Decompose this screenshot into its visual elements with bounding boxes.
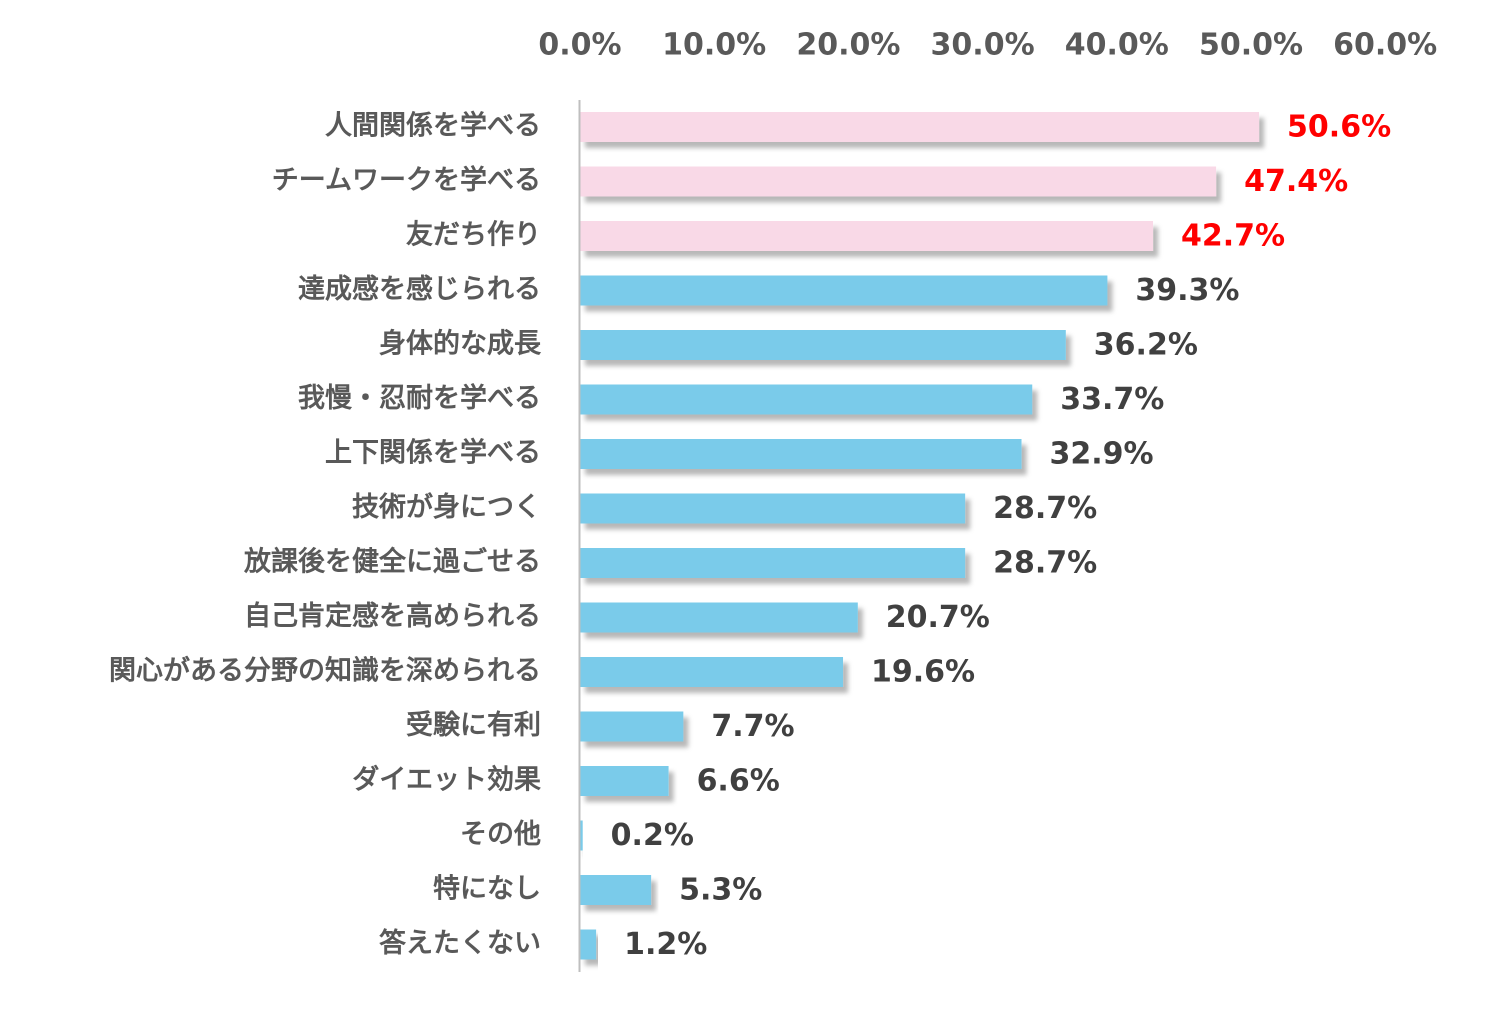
category-label: 技術が身につく	[352, 491, 541, 523]
value-label: 42.7%	[1181, 219, 1285, 254]
x-tick-label: 20.0%	[796, 28, 900, 63]
bar	[580, 602, 858, 633]
category-label: 受験に有利	[406, 709, 541, 741]
value-label: 47.4%	[1244, 164, 1348, 199]
value-label: 5.3%	[679, 873, 762, 908]
value-label: 33.7%	[1060, 382, 1164, 417]
category-label: 達成感を感じられる	[298, 273, 541, 305]
bar	[580, 929, 597, 960]
x-tick-label: 50.0%	[1199, 28, 1303, 63]
category-label: 身体的な成長	[379, 328, 542, 360]
bar	[580, 875, 652, 905]
bar	[580, 384, 1033, 415]
value-label: 28.7%	[993, 546, 1097, 581]
value-label: 1.2%	[624, 927, 707, 962]
category-label: 放課後を健全に過ごせる	[243, 546, 541, 578]
bar	[580, 493, 966, 524]
bar	[580, 766, 669, 796]
category-label: 特になし	[433, 874, 541, 905]
bar	[580, 548, 966, 578]
bar	[580, 275, 1108, 306]
bar	[580, 330, 1066, 360]
bar	[580, 657, 844, 687]
value-label: 6.6%	[697, 764, 780, 799]
value-label: 7.7%	[711, 709, 794, 744]
category-label: 答えたくない	[379, 927, 541, 959]
category-label: 関心がある分野の知識を深められる	[109, 655, 541, 687]
bar	[580, 711, 684, 742]
category-label: 人間関係を学べる	[325, 110, 541, 142]
x-tick-label: 40.0%	[1065, 28, 1169, 63]
category-label: 自己肯定感を高められる	[244, 600, 541, 632]
bar	[580, 112, 1260, 142]
category-label: 上下関係を学べる	[325, 437, 541, 469]
x-tick-label: 10.0%	[662, 28, 766, 63]
category-label: その他	[460, 819, 541, 850]
bar	[580, 221, 1154, 251]
value-label: 39.3%	[1135, 273, 1239, 308]
bar	[580, 820, 583, 851]
value-label: 0.2%	[611, 818, 694, 853]
x-tick-label: 30.0%	[931, 28, 1035, 63]
value-label: 50.6%	[1287, 110, 1391, 145]
value-label: 28.7%	[993, 491, 1097, 526]
bar	[580, 166, 1217, 197]
bar	[580, 439, 1022, 469]
x-tick-label: 60.0%	[1333, 28, 1437, 63]
value-label: 36.2%	[1094, 328, 1198, 363]
value-label: 19.6%	[871, 655, 975, 690]
category-label: 友だち作り	[406, 220, 541, 251]
value-label: 32.9%	[1050, 437, 1154, 472]
category-label: チームワークを学べる	[272, 164, 541, 196]
x-tick-label: 0.0%	[538, 28, 621, 63]
category-label: ダイエット効果	[352, 764, 541, 796]
category-label: 我慢・忍耐を学べる	[298, 382, 541, 414]
value-label: 20.7%	[886, 600, 990, 635]
